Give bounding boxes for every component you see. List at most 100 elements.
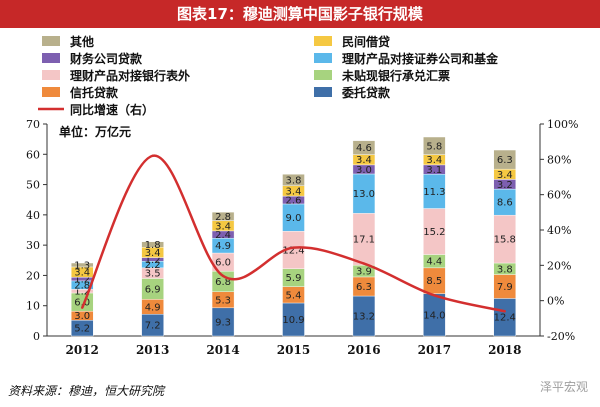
- x-tick-label: 2017: [418, 343, 451, 357]
- y-left-tick-label: 60: [26, 148, 40, 161]
- bar-value-label: 3.4: [74, 268, 90, 279]
- bar-segment: [423, 136, 446, 155]
- x-tick-label: 2012: [66, 343, 99, 357]
- bar-stack-2012: 5.23.06.01.22.81.23.41.3: [71, 260, 94, 337]
- legend-swatch: [314, 36, 332, 46]
- bar-value-label: 14.0: [423, 310, 445, 321]
- growth-point-2017: [433, 294, 436, 297]
- y-right-tick-label: 20%: [547, 259, 571, 272]
- bar-value-label: 3.4: [286, 186, 302, 197]
- legend-label: 民间借贷: [342, 34, 390, 49]
- legend-label: 信托贷款: [70, 85, 119, 100]
- bar-segment: [282, 174, 305, 186]
- bar-value-label: 1.2: [74, 287, 90, 298]
- y-left-tick-label: 50: [26, 179, 40, 192]
- legend-swatch: [42, 53, 60, 63]
- legend-item-right-3: 委托贷款: [314, 85, 391, 100]
- growth-point-2015: [292, 246, 295, 249]
- bar-value-label: 3.4: [426, 155, 442, 166]
- y-right-tick-label: 80%: [547, 153, 571, 166]
- bar-value-label: 3.1: [426, 165, 442, 176]
- bar-stack-2014: 9.3 5.3 6.8 6.0 4.92.43.42.8: [211, 212, 235, 337]
- bars: 5.23.06.01.22.81.23.41.37.24.96.93.52.21…: [71, 136, 516, 337]
- bar-value-label: 2.8: [74, 281, 90, 292]
- legend-label: 理财产品对接证券公司和基金: [342, 51, 499, 66]
- bar-stack-2016: 13.2 6.3 3.9 17.1 13.0 3.03.44.6: [352, 140, 376, 337]
- legend-swatch: [42, 36, 60, 46]
- bar-value-label: 9.0: [286, 213, 302, 224]
- source-note: 资料来源：穆迪，恒大研究院: [8, 384, 165, 398]
- bar-value-label: 6.9: [145, 284, 161, 295]
- bar-value-label: 5.9: [286, 273, 302, 284]
- y-left-tick-label: 70: [26, 118, 40, 131]
- legend-swatch: [42, 87, 60, 97]
- bar-value-label: 7.9: [497, 282, 513, 293]
- bar-value-label: 17.1: [353, 235, 375, 246]
- legend-item-left-4: 同比增速（右）: [38, 102, 154, 117]
- bar-value-label: 8.6: [497, 198, 513, 209]
- growth-point-2013: [151, 154, 154, 157]
- bar-value-label: 6.3: [497, 155, 513, 166]
- bar-value-label: 3.4: [215, 221, 231, 232]
- bar-value-label: 1.2: [74, 275, 90, 286]
- y-left-tick-label: 30: [26, 239, 40, 252]
- growth-point-2014: [221, 274, 225, 278]
- bar-stack-2015: 10.9 5.4 5.9 12.4 9.0 2.63.43.8: [282, 174, 305, 337]
- legend-label: 理财产品对接银行表外: [70, 68, 190, 83]
- x-tick-label: 2016: [347, 343, 380, 357]
- bar-segment: [141, 241, 164, 248]
- bar-value-label: 5.8: [426, 141, 442, 152]
- growth-line-path: [81, 154, 506, 313]
- legend-label: 委托贷款: [341, 85, 391, 100]
- axes: 0 10 20 30 40 50 60 70 -20% 0% 20% 40% 60% 80% 100% 201…: [26, 118, 578, 357]
- legend-label: 同比增速（右）: [70, 102, 154, 117]
- y-right-tick-label: 0%: [547, 295, 564, 308]
- bar-value-label: 10.9: [282, 315, 304, 326]
- legend-swatch: [314, 53, 332, 63]
- bar-value-label: 6.0: [74, 298, 90, 309]
- unit-label: 单位：万亿元: [59, 124, 131, 139]
- y-left-tick-label: 0: [33, 330, 40, 343]
- bar-value-label: 3.0: [74, 311, 90, 322]
- growth-point-2016: [362, 262, 366, 265]
- bar-value-label: 6.3: [356, 282, 372, 293]
- legend-swatch: [314, 87, 332, 97]
- legend-item-left-0: 其他: [42, 34, 94, 49]
- bar-value-label: 4.4: [426, 257, 442, 268]
- bar-segment: [493, 149, 516, 170]
- bar-value-label: 2.8: [215, 212, 231, 223]
- legend-label: 其他: [70, 34, 94, 49]
- growth-point-2012: [81, 306, 84, 309]
- legend-swatch: [314, 70, 332, 80]
- y-right-tick-label: 100%: [547, 118, 578, 131]
- bar-value-label: 3.5: [145, 269, 161, 280]
- y-right-tick-label: 60%: [547, 189, 571, 202]
- bar-value-label: 8.5: [426, 276, 442, 287]
- legend-item-right-1: 理财产品对接证券公司和基金: [314, 51, 499, 66]
- x-tick-label: 2018: [488, 343, 521, 357]
- bar-value-label: 13.0: [353, 189, 375, 200]
- bar-value-label: 1.3: [74, 260, 90, 271]
- legend-item-right-0: 民间借贷: [314, 34, 390, 49]
- bar-value-label: 4.9: [215, 241, 231, 252]
- x-tick-label: 2014: [206, 343, 239, 357]
- bar-value-label: 15.2: [423, 227, 445, 238]
- bar-value-label: 6.8: [215, 277, 231, 288]
- bar-value-label: 9.3: [215, 317, 231, 328]
- bar-value-label: 4.9: [145, 302, 161, 313]
- bar-value-label: 7.2: [145, 321, 161, 332]
- bar-value-label: 15.8: [494, 235, 516, 246]
- x-tick-label: 2015: [277, 343, 310, 357]
- bar-value-label: 2.6: [286, 196, 302, 207]
- legend-swatch: [42, 70, 60, 80]
- bar-value-label: 1.2: [145, 255, 161, 266]
- bar-value-label: 2.4: [215, 230, 231, 241]
- bar-value-label: 3.4: [145, 248, 161, 259]
- growth-point-2018: [503, 310, 506, 313]
- bar-value-label: 3.9: [356, 267, 372, 278]
- bar-value-label: 3.4: [497, 170, 513, 181]
- legend-label: 未贴现银行承兑汇票: [341, 68, 450, 83]
- bar-value-label: 3.2: [497, 180, 513, 191]
